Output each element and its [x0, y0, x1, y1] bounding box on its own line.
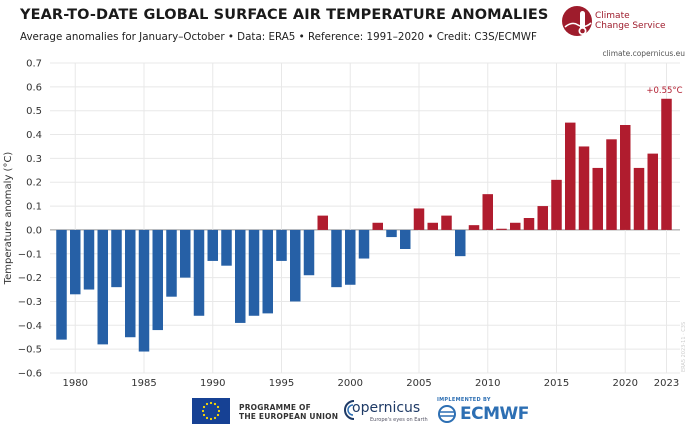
bar-1998[interactable] — [317, 215, 329, 230]
footer-logos: PROGRAMME OF THE EUROPEAN UNION opernicu… — [0, 392, 690, 427]
bar-1987[interactable] — [166, 229, 177, 297]
bar-1992[interactable] — [235, 229, 246, 323]
bar-2006[interactable] — [427, 222, 439, 230]
x-tick-label: 2010 — [475, 378, 500, 389]
bar-1989[interactable] — [193, 229, 205, 316]
y-tick-label: −0.5 — [18, 345, 42, 356]
ecmwf-globe-icon — [438, 405, 456, 423]
c3s-url[interactable]: climate.copernicus.eu — [602, 49, 685, 58]
eu-line2: THE EUROPEAN UNION — [239, 412, 339, 421]
bar-1982[interactable] — [97, 229, 109, 345]
value-annotation: +0.55°C — [646, 86, 682, 96]
bar-1981[interactable] — [83, 229, 95, 290]
copernicus-tagline: Europe's eyes on Earth — [370, 417, 428, 423]
c3s-name-line2: Change Service — [595, 21, 666, 31]
eu-flag-icon — [192, 398, 230, 424]
x-tick-label: 2000 — [338, 378, 363, 389]
bar-2012[interactable] — [510, 222, 521, 230]
bar-2021[interactable] — [633, 167, 645, 230]
y-tick-label: 0.6 — [26, 82, 42, 93]
y-tick-label: 0.2 — [26, 178, 42, 189]
y-tick-label: −0.4 — [18, 321, 42, 332]
y-tick-label: 0.3 — [26, 154, 42, 165]
bar-2010[interactable] — [482, 194, 494, 230]
bar-1997[interactable] — [303, 229, 315, 276]
bar-1999[interactable] — [331, 229, 342, 288]
x-tick-label: 2023 — [654, 378, 679, 389]
data-watermark: ERA5 2023-11 · C3S — [681, 321, 687, 372]
bar-2001[interactable] — [358, 229, 370, 259]
y-axis-label: Temperature anomaly (°C) — [3, 152, 14, 286]
bar-2020[interactable] — [620, 125, 631, 230]
eu-programme-text: PROGRAMME OF THE EUROPEAN UNION — [239, 403, 338, 421]
bar-1993[interactable] — [248, 229, 260, 316]
y-tick-label: 0.7 — [26, 59, 42, 70]
y-tick-label: 0.1 — [26, 202, 42, 213]
y-tick-label: 0.0 — [26, 225, 42, 236]
y-tick-label: 0.4 — [26, 130, 42, 141]
bar-2019[interactable] — [606, 139, 617, 230]
c3s-name-line1: Climate — [595, 11, 630, 21]
bar-1979[interactable] — [56, 229, 67, 340]
x-tick-label: 1985 — [131, 378, 156, 389]
bar-1983[interactable] — [111, 229, 122, 288]
bar-2007[interactable] — [441, 215, 452, 230]
bar-1985[interactable] — [138, 229, 150, 352]
x-tick-label: 2015 — [544, 378, 569, 389]
copernicus-logo[interactable]: opernicus Europe's eyes on Earth — [342, 394, 428, 426]
bar-2011[interactable] — [496, 228, 507, 230]
copernicus-wordmark: opernicus — [352, 400, 421, 416]
x-tick-label: 1990 — [200, 378, 225, 389]
eu-line1: PROGRAMME OF — [239, 403, 311, 412]
thermometer-globe-icon — [562, 6, 592, 36]
bar-2003[interactable] — [386, 229, 397, 238]
chart-subtitle: Average anomalies for January–October • … — [20, 31, 537, 43]
bar-2023[interactable] — [661, 98, 672, 230]
y-tick-label: −0.6 — [18, 369, 42, 380]
bar-2016[interactable] — [565, 122, 576, 230]
bar-2017[interactable] — [578, 146, 590, 230]
bar-2004[interactable] — [400, 229, 411, 249]
c3s-name: Climate Change Service — [595, 11, 666, 31]
bar-2008[interactable] — [455, 229, 466, 257]
bar-1996[interactable] — [290, 229, 301, 302]
x-tick-label: 2020 — [613, 378, 638, 389]
x-tick-label: 1980 — [63, 378, 88, 389]
bar-1995[interactable] — [276, 229, 287, 261]
x-tick-label: 2005 — [406, 378, 431, 389]
chart-title: YEAR-TO-DATE GLOBAL SURFACE AIR TEMPERAT… — [20, 7, 549, 23]
bar-2013[interactable] — [523, 218, 535, 230]
bar-1991[interactable] — [221, 229, 232, 266]
y-tick-label: −0.1 — [18, 249, 42, 260]
y-tick-label: 0.5 — [26, 106, 42, 117]
ecmwf-wordmark[interactable]: ECMWF — [460, 404, 529, 424]
c3s-logo[interactable]: Climate Change Service climate.copernicu… — [560, 3, 685, 63]
bar-2014[interactable] — [537, 206, 549, 230]
y-tick-label: −0.2 — [18, 273, 42, 284]
bar-2015[interactable] — [551, 179, 562, 230]
bar-1988[interactable] — [180, 229, 191, 278]
bar-chart: 0.7 0.6 0.5 0.4 0.3 0.2 0.1 0.0 −0.1 −0.2 −0.3 −0.4… — [3, 59, 683, 390]
bar-1994[interactable] — [262, 229, 274, 314]
ecmwf-implemented-by: IMPLEMENTED BY — [437, 397, 491, 403]
bar-2005[interactable] — [413, 208, 425, 230]
bar-1986[interactable] — [152, 229, 164, 331]
bar-1990[interactable] — [207, 229, 219, 261]
bar-2018[interactable] — [592, 167, 604, 230]
bar-1984[interactable] — [125, 229, 136, 338]
y-tick-label: −0.3 — [18, 297, 42, 308]
x-tick-label: 1995 — [269, 378, 294, 389]
bar-1980[interactable] — [70, 229, 81, 295]
copernicus-c-icon — [344, 400, 355, 420]
bar-2022[interactable] — [647, 153, 659, 230]
bar-2009[interactable] — [468, 225, 480, 230]
bar-2002[interactable] — [372, 222, 384, 230]
bar-2000[interactable] — [345, 229, 356, 285]
